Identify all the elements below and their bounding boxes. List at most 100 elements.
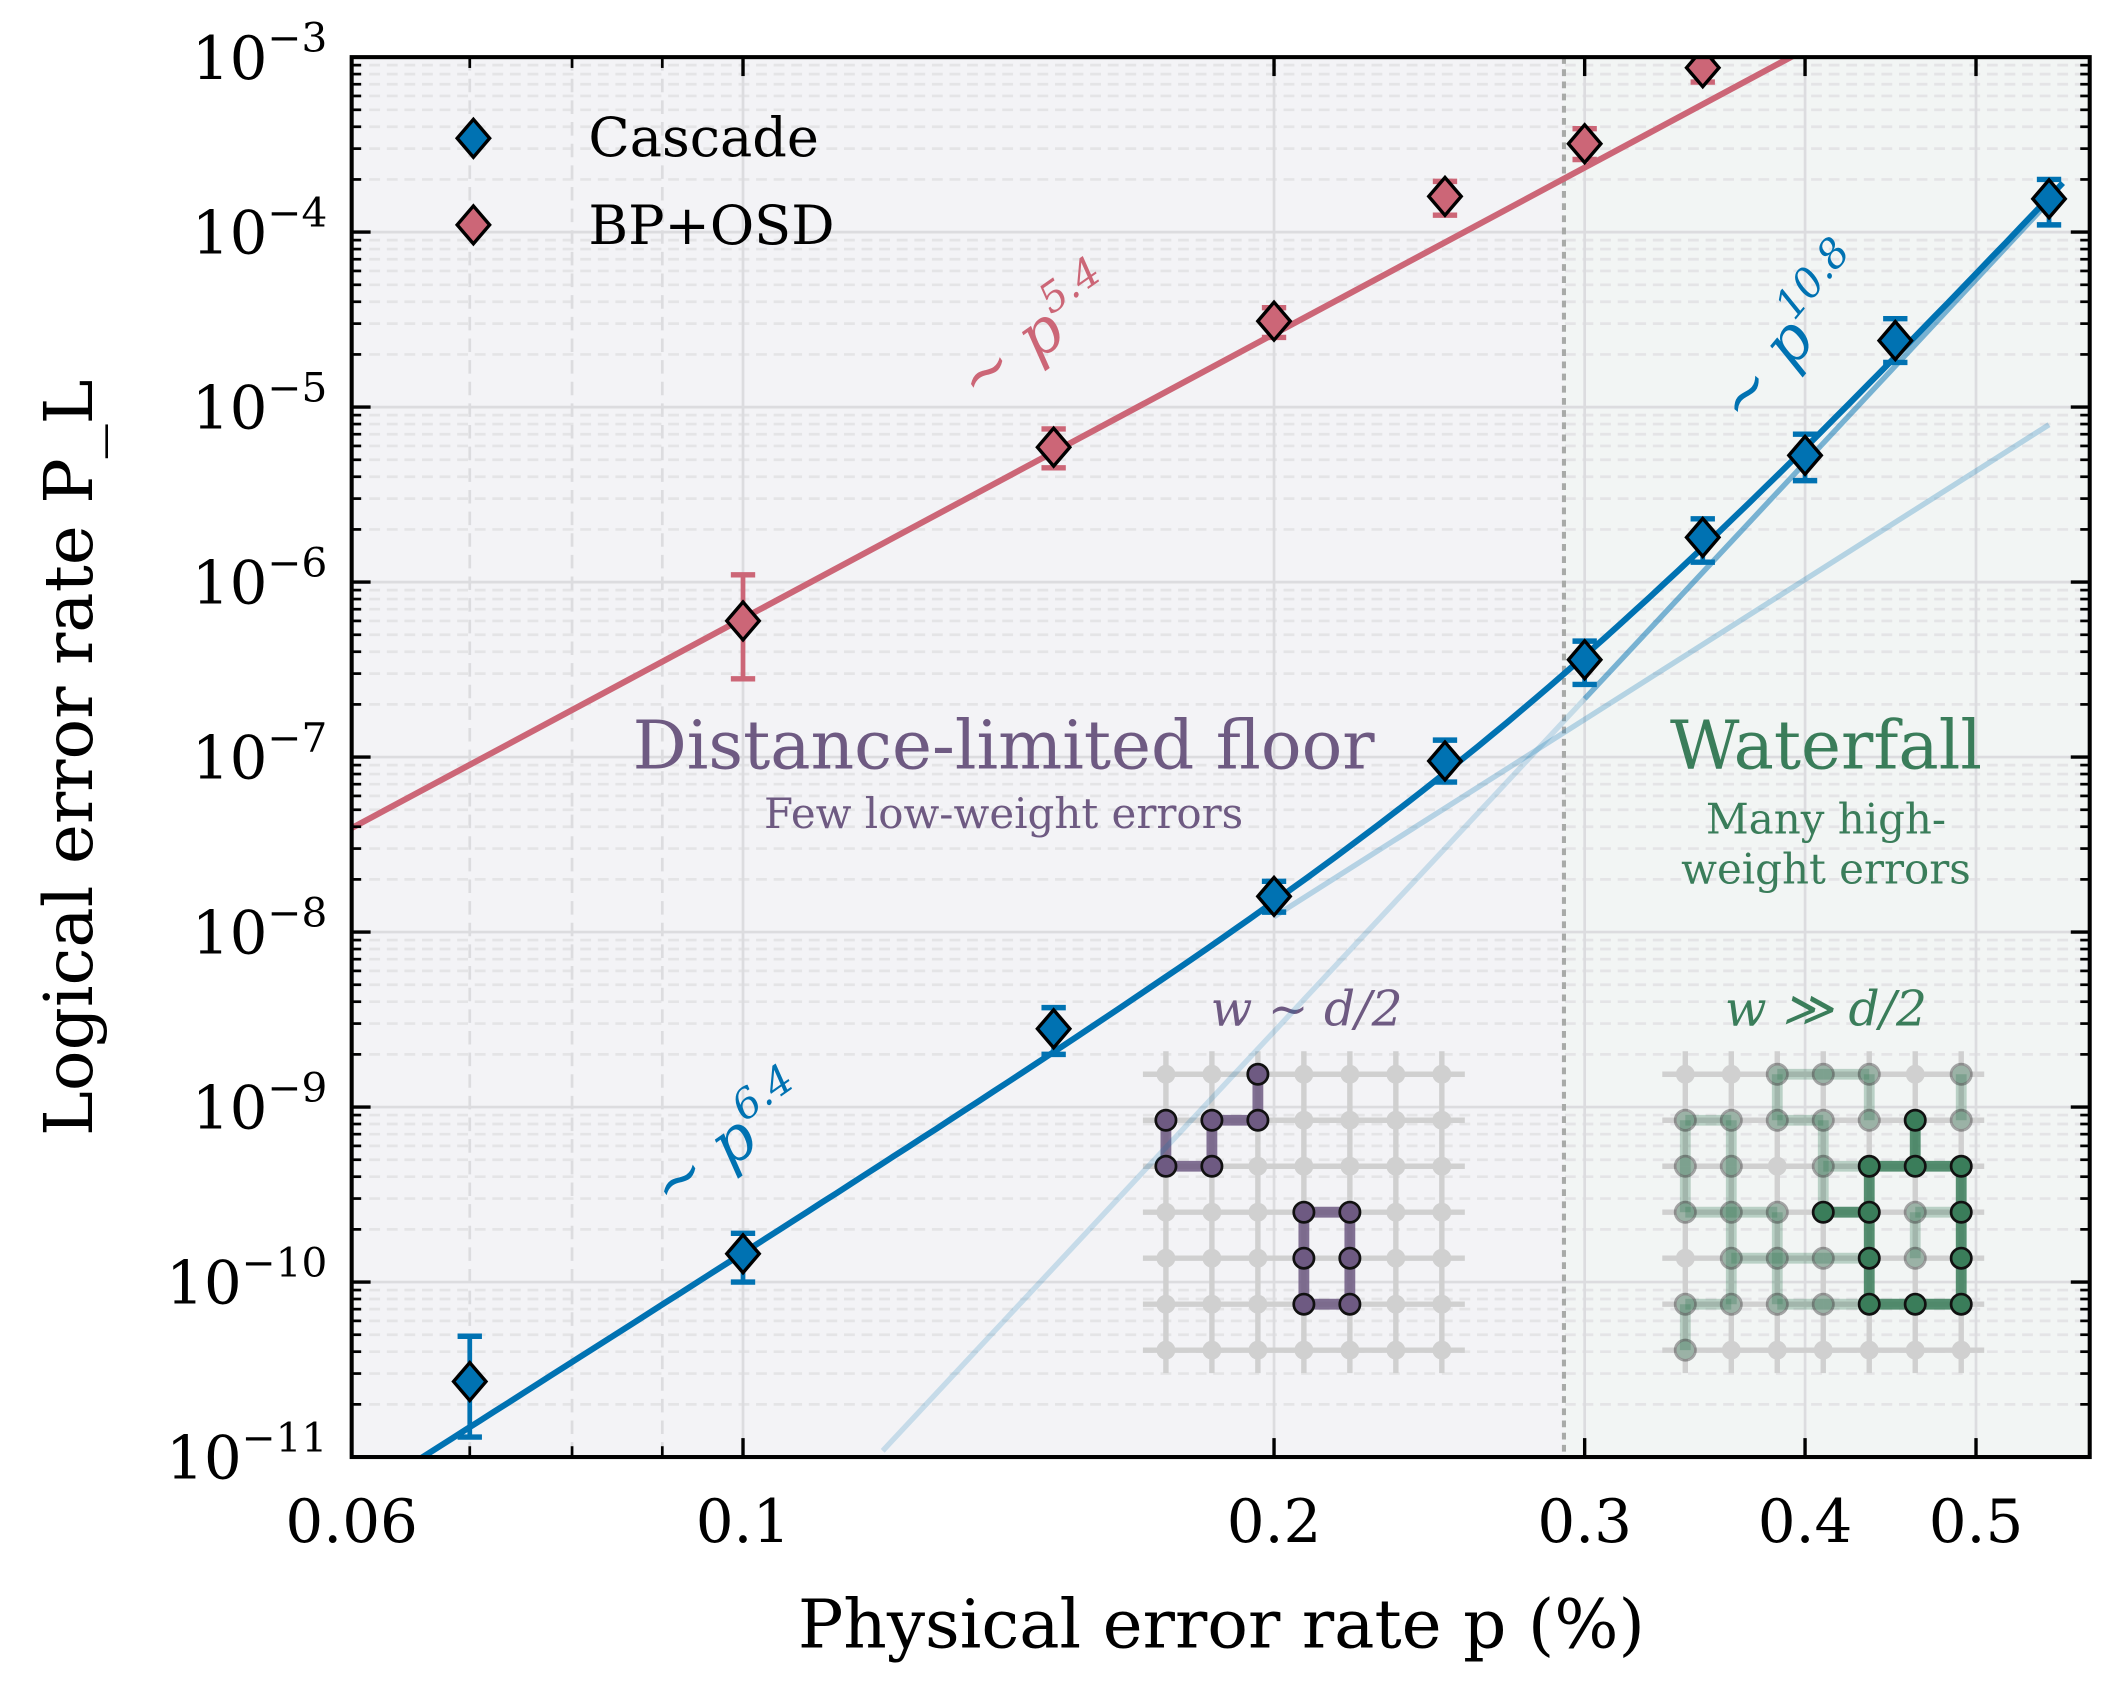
lattice-node [1156,1340,1176,1360]
waterfall-inset-label: w ≫ d/2 [1725,982,1927,1038]
fit-line-waterfall-faint [880,696,1587,1453]
error-node [1154,1108,1178,1132]
y-tick-label: 10−8 [192,889,328,969]
lattice-node [1156,1202,1176,1222]
lattice-node [1248,1340,1268,1360]
lattice-node [1767,1202,1787,1222]
lattice-node [1386,1294,1406,1314]
lattice-node [1721,1064,1741,1084]
lattice-node [1767,1248,1787,1268]
data-point [1566,638,1604,682]
error-node [1811,1200,1835,1224]
error-node [1765,1292,1789,1316]
error-node [1949,1292,1973,1316]
error-node [1857,1154,1881,1178]
lattice-node [1156,1248,1176,1268]
lattice-node [1905,1248,1925,1268]
data-point [724,599,762,643]
error-node [1903,1246,1927,1270]
error-node [1200,1108,1224,1132]
lattice-node [1813,1064,1833,1084]
error-node [1200,1154,1224,1178]
legend: Cascade BP+OSD [454,106,835,257]
floor-subtitle: Few low-weight errors [764,789,1243,838]
lattice-node [1432,1156,1452,1176]
y-tick-label: 10−9 [192,1064,328,1144]
lattice-node [1248,1294,1268,1314]
lattice-node [1386,1110,1406,1130]
error-node [1719,1246,1743,1270]
x-tick-label: 0.4 [1758,1488,1853,1557]
error-node [1673,1338,1697,1362]
x-axis-label: Physical error rate p (%) [798,1585,1645,1664]
lattice-node [1721,1340,1741,1360]
lattice-node [1675,1064,1695,1084]
data-point [1876,319,1914,363]
fit-lines [351,57,2065,1458]
lattice-node [1721,1294,1741,1314]
error-node [1765,1200,1789,1224]
lattice-node [1905,1340,1925,1360]
lattice-node [1386,1156,1406,1176]
lattice-node [1951,1340,1971,1360]
error-node [1857,1062,1881,1086]
error-node [1903,1108,1927,1132]
x-tick-label: 0.2 [1227,1488,1322,1557]
error-node [1949,1246,1973,1270]
error-node [1949,1108,1973,1132]
x-tick-label: 0.1 [696,1488,791,1557]
y-tick-label: 10−10 [166,1239,327,1319]
region-labels: Distance-limited floor Few low-weight er… [633,706,1982,1038]
fit-line-floor-extension [1272,422,2051,919]
data-point [2030,177,2068,221]
error-node [1719,1292,1743,1316]
waterfall-subtitle-2: weight errors [1681,845,1971,894]
error-node [1811,1246,1835,1270]
data-point [1255,874,1293,918]
error-node [1857,1246,1881,1270]
lattice-node [1813,1248,1833,1268]
lattice-node [1432,1110,1452,1130]
lattice-node [1721,1156,1741,1176]
lattice-node [1675,1156,1695,1176]
lattice-node [1767,1294,1787,1314]
lattice-node [1721,1202,1741,1222]
lattice-node [1386,1340,1406,1360]
legend-marker-cascade [454,116,492,160]
error-node [1903,1292,1927,1316]
lattice-node [1294,1156,1314,1176]
error-node [1857,1292,1881,1316]
lattice-insets [1142,1051,1985,1374]
error-node [1811,1108,1835,1132]
lattice-node [1813,1156,1833,1176]
error-node [1811,1062,1835,1086]
error-node [1673,1154,1697,1178]
axes: 10−310−410−510−610−710−810−910−1010−110.… [166,14,2092,1557]
error-node [1903,1200,1927,1224]
data-point [451,1360,489,1404]
lattice-node [1248,1156,1268,1176]
lattice-node [1675,1202,1695,1222]
error-node [1673,1200,1697,1224]
legend-label-bp-osd: BP+OSD [588,194,834,257]
lattice-node [1340,1156,1360,1176]
floor-inset-label: w ∼ d/2 [1211,982,1403,1038]
error-node [1719,1200,1743,1224]
lattice-node [1905,1064,1925,1084]
legend-marker-bp-osd [454,203,492,247]
lattice-node [1432,1064,1452,1084]
error-node [1857,1200,1881,1224]
lattice-node [1340,1064,1360,1084]
legend-label-cascade: Cascade [588,106,819,169]
y-tick-label: 10−11 [166,1414,327,1494]
lattice-node [1951,1064,1971,1084]
y-tick-label: 10−4 [192,189,328,269]
lattice-node [1202,1064,1222,1084]
error-node [1338,1200,1362,1224]
error-node [1765,1246,1789,1270]
lattice-node [1294,1064,1314,1084]
data-point [1566,122,1604,166]
data-point [1426,174,1464,218]
lattice-node [1675,1110,1695,1130]
